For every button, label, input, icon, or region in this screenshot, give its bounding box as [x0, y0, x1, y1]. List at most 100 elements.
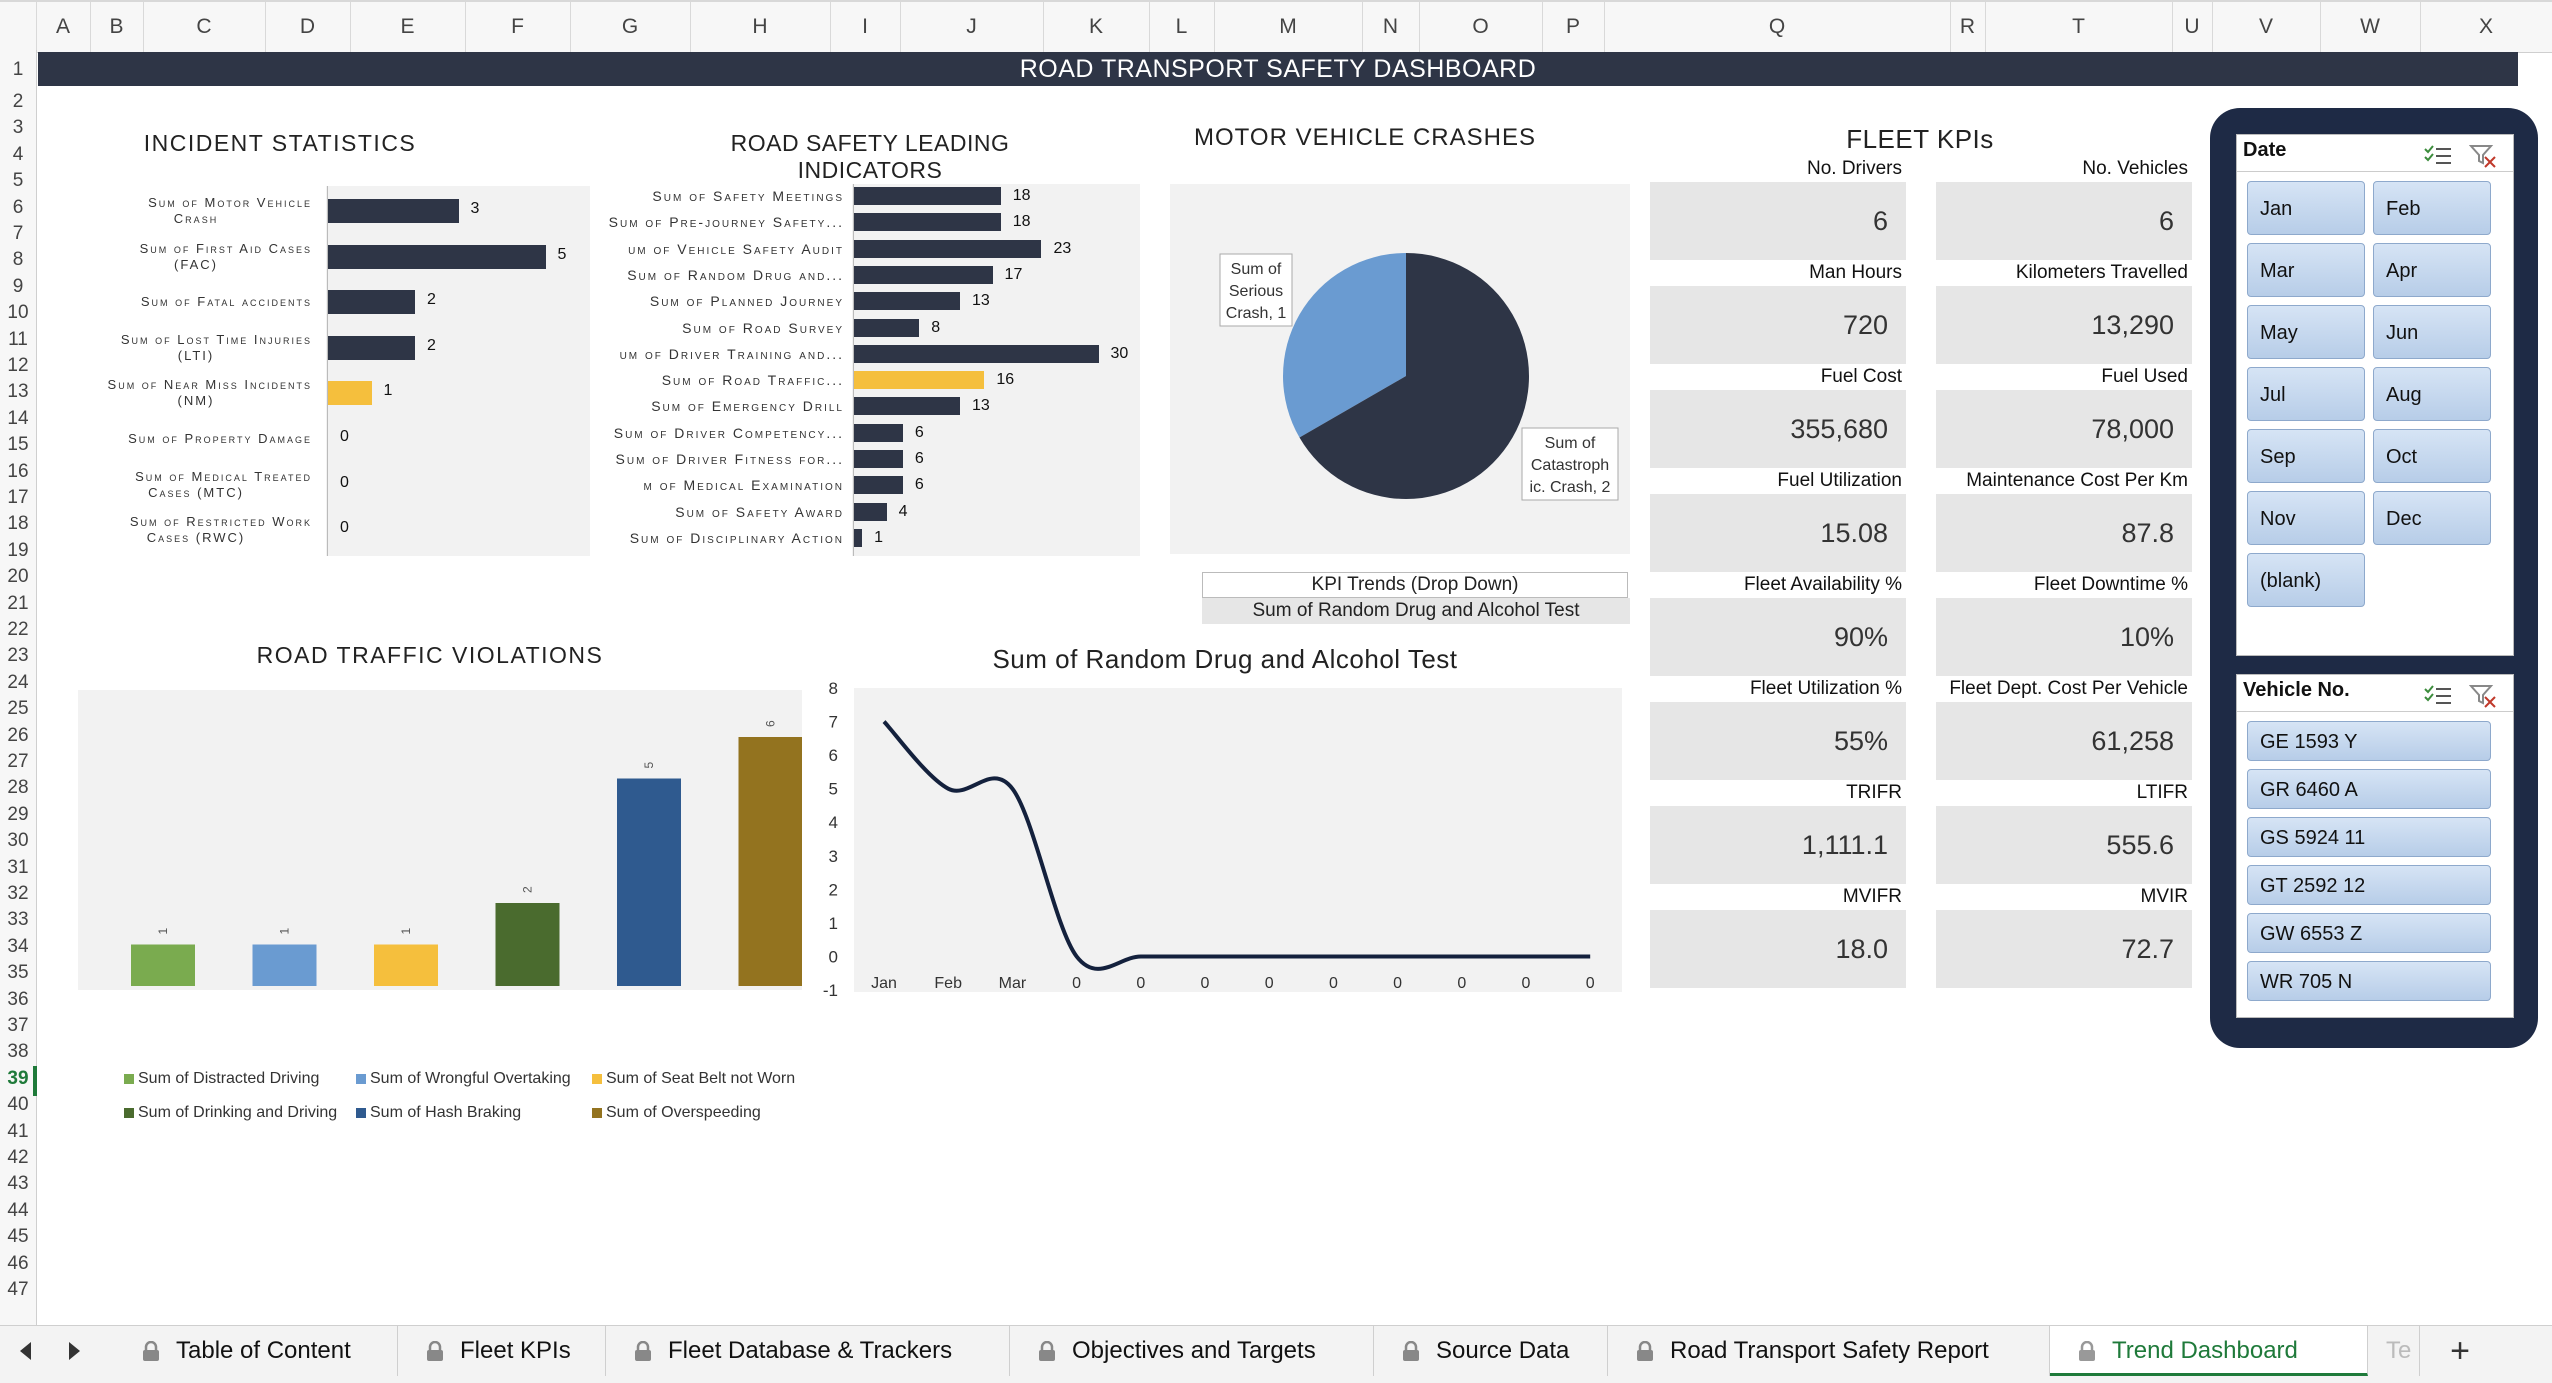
vehicle-slicer-item[interactable]: GW 6553 Z [2247, 913, 2491, 953]
row-header[interactable]: 45 [7, 1226, 29, 1248]
column-header[interactable]: M [1214, 2, 1363, 52]
column-header[interactable]: I [830, 2, 901, 52]
clear-filter-icon[interactable] [2469, 143, 2497, 169]
date-slicer-item[interactable]: Dec [2373, 491, 2491, 545]
row-header[interactable]: 41 [7, 1120, 29, 1142]
scroll-right-icon[interactable] [64, 1340, 84, 1362]
date-slicer-item[interactable]: (blank) [2247, 553, 2365, 607]
date-slicer-item[interactable]: Aug [2373, 367, 2491, 421]
column-header[interactable]: F [465, 2, 571, 52]
column-header[interactable]: U [2172, 2, 2213, 52]
multi-select-icon[interactable] [2423, 143, 2453, 167]
row-header[interactable]: 22 [7, 619, 29, 640]
column-header[interactable]: W [2320, 2, 2421, 52]
sheet-tab[interactable]: Fleet Database & Trackers [606, 1326, 1010, 1376]
row-header[interactable]: 31 [7, 856, 29, 878]
row-header[interactable]: 27 [7, 751, 29, 772]
date-slicer-item[interactable]: Jun [2373, 305, 2491, 359]
vehicle-slicer-item[interactable]: GR 6460 A [2247, 769, 2491, 809]
row-header[interactable]: 26 [7, 724, 29, 746]
sheet-tab[interactable]: Trend Dashboard [2050, 1326, 2368, 1376]
column-header[interactable]: N [1362, 2, 1420, 52]
row-header[interactable]: 43 [7, 1173, 29, 1195]
multi-select-icon[interactable] [2423, 683, 2453, 707]
sheet-tab[interactable]: Te [2368, 1326, 2420, 1376]
column-header[interactable]: P [1542, 2, 1605, 52]
column-header[interactable]: Q [1604, 2, 1951, 52]
row-header[interactable]: 20 [7, 566, 29, 588]
row-header[interactable]: 19 [7, 539, 29, 561]
sheet-tab[interactable]: Source Data [1374, 1326, 1608, 1376]
clear-filter-icon[interactable] [2469, 683, 2497, 709]
date-slicer-item[interactable]: Mar [2247, 243, 2365, 297]
sheet-tab[interactable]: Objectives and Targets [1010, 1326, 1374, 1376]
row-header[interactable]: 28 [7, 777, 29, 799]
vehicle-slicer-item[interactable]: GE 1593 Y [2247, 721, 2491, 761]
row-header[interactable]: 14 [7, 407, 29, 429]
scroll-left-icon[interactable] [16, 1340, 36, 1362]
column-header[interactable]: J [900, 2, 1044, 52]
vehicle-slicer-item[interactable]: WR 705 N [2247, 961, 2491, 1001]
row-header[interactable]: 17 [7, 487, 29, 508]
row-header[interactable]: 47 [7, 1279, 29, 1300]
row-header[interactable]: 12 [7, 355, 29, 376]
row-header[interactable]: 34 [7, 935, 29, 957]
sheet-tab[interactable]: Fleet KPIs [398, 1326, 606, 1376]
row-header[interactable]: 33 [7, 909, 29, 931]
row-header[interactable]: 13 [7, 381, 29, 403]
row-header[interactable]: 2 [12, 91, 24, 112]
row-header[interactable]: 24 [7, 671, 29, 693]
sheet-tab[interactable]: Road Transport Safety Report [1608, 1326, 2050, 1376]
row-header[interactable]: 21 [7, 592, 29, 614]
date-slicer-item[interactable]: Apr [2373, 243, 2491, 297]
sheet-tab[interactable]: Table of Content [114, 1326, 398, 1376]
row-header[interactable]: 18 [7, 513, 29, 535]
column-header[interactable]: C [143, 2, 266, 52]
column-header[interactable]: H [690, 2, 831, 52]
row-header[interactable]: 42 [7, 1147, 29, 1168]
column-header[interactable]: B [90, 2, 144, 52]
row-header[interactable]: 9 [12, 275, 24, 297]
column-header[interactable]: A [36, 2, 91, 52]
column-header[interactable]: R [1950, 2, 1986, 52]
add-sheet-button[interactable]: + [2450, 1332, 2470, 1370]
row-header[interactable]: 23 [7, 645, 29, 667]
vehicle-slicer-item[interactable]: GS 5924 11 [2247, 817, 2491, 857]
date-slicer-item[interactable]: Sep [2247, 429, 2365, 483]
row-header[interactable]: 11 [8, 328, 28, 350]
row-header[interactable]: 36 [7, 988, 29, 1010]
row-header[interactable]: 46 [7, 1252, 29, 1274]
row-header[interactable]: 32 [7, 883, 29, 904]
row-header[interactable]: 44 [7, 1199, 29, 1221]
row-header[interactable]: 10 [7, 302, 29, 324]
column-header[interactable]: X [2420, 2, 2552, 52]
row-header[interactable]: 29 [7, 803, 29, 825]
row-header[interactable]: 25 [7, 698, 29, 720]
column-header[interactable]: G [570, 2, 691, 52]
column-header[interactable]: L [1149, 2, 1215, 52]
select-all-corner[interactable] [0, 2, 37, 52]
date-slicer-item[interactable]: Nov [2247, 491, 2365, 545]
row-header[interactable]: 8 [12, 249, 24, 271]
column-header[interactable]: O [1419, 2, 1543, 52]
row-header[interactable]: 3 [12, 117, 24, 139]
row-header[interactable]: 5 [12, 170, 24, 192]
row-header[interactable]: 30 [7, 830, 29, 852]
row-header[interactable]: 1 [12, 59, 24, 80]
date-slicer-item[interactable]: Oct [2373, 429, 2491, 483]
row-header[interactable]: 6 [12, 196, 24, 218]
date-slicer-item[interactable]: Feb [2373, 181, 2491, 235]
column-header[interactable]: T [1985, 2, 2173, 52]
row-header[interactable]: 37 [7, 1015, 29, 1036]
vehicle-slicer-item[interactable]: GT 2592 12 [2247, 865, 2491, 905]
column-header[interactable]: E [350, 2, 466, 52]
row-header[interactable]: 15 [7, 434, 29, 456]
kpi-trends-dropdown[interactable]: Sum of Random Drug and Alcohol Test [1202, 598, 1630, 624]
row-header[interactable]: 35 [7, 962, 29, 984]
column-header[interactable]: K [1043, 2, 1150, 52]
column-header[interactable]: V [2212, 2, 2321, 52]
date-slicer-item[interactable]: May [2247, 305, 2365, 359]
row-header[interactable]: 39 [7, 1067, 29, 1089]
row-header[interactable]: 4 [12, 143, 24, 165]
row-header[interactable]: 40 [7, 1094, 29, 1116]
